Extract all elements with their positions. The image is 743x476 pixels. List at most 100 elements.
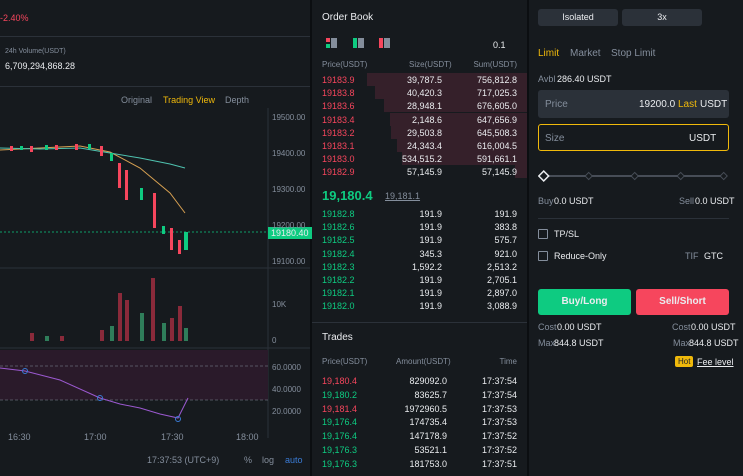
price: 19182.8 (322, 209, 355, 219)
checkbox[interactable] (538, 251, 548, 261)
max-sell: 844.8 USDT (689, 338, 739, 348)
sum: 616,004.5 (476, 141, 517, 151)
trade-price: 19,180.4 (322, 376, 358, 386)
size: 29,503.8 (406, 127, 442, 138)
sum: 756,812.8 (476, 75, 517, 85)
size: 534,515.2 (401, 154, 442, 165)
max-label: Max (538, 338, 556, 348)
sum: 717,025.3 (476, 88, 517, 99)
cost-label: Cost (538, 322, 557, 332)
tif-value[interactable]: GTC (704, 251, 723, 261)
trade-amount: 53521.1 (414, 445, 447, 455)
size: 191.9 (419, 288, 442, 299)
sum: 647,656.9 (476, 114, 517, 125)
trade-time: 17:37:53 (481, 403, 517, 414)
price: 19183.2 (322, 127, 355, 138)
price: 19182.3 (322, 261, 355, 272)
last-button[interactable]: Last (678, 99, 697, 110)
size-input[interactable] (538, 124, 729, 151)
price-input[interactable] (538, 90, 729, 118)
tpsl[interactable]: TP/SL (554, 229, 580, 239)
auto-toggle[interactable]: auto (285, 455, 303, 465)
depth-bar (383, 99, 527, 113)
cost-label: Cost (672, 322, 691, 332)
fee-level[interactable]: Fee level (697, 357, 734, 367)
size: 345.3 (419, 248, 442, 259)
size: 191.9 (419, 275, 442, 285)
size: 57,145.9 (406, 167, 442, 178)
header: Sum(USDT) (473, 60, 517, 69)
sum: 676,605.0 (476, 101, 517, 112)
trade-time: 17:37:52 (481, 431, 517, 442)
trade-amount: 174735.4 (409, 417, 447, 428)
sum: 383.8 (494, 222, 517, 233)
size: 191.9 (419, 209, 442, 219)
chart-canvas (0, 108, 310, 438)
precision[interactable]: 0.1 (493, 40, 506, 50)
order-tab[interactable]: Stop Limit (611, 48, 656, 59)
price: 19182.9 (322, 167, 355, 178)
trade-time: 17:37:53 (481, 417, 517, 428)
trade-price: 19,176.4 (322, 417, 358, 428)
leverage[interactable]: 3x (622, 9, 702, 26)
price: 19183.4 (322, 114, 355, 125)
price: 19182.1 (322, 288, 355, 299)
volume-tick: 0 (272, 336, 277, 345)
price-label: Price (545, 99, 568, 110)
order-book-title: Order Book (322, 12, 374, 23)
trade-time: 17:37:51 (481, 458, 517, 469)
view-icons[interactable] (326, 38, 396, 50)
header: Price(USDT) (322, 357, 368, 366)
buy-button[interactable]: Buy/Long (538, 289, 631, 315)
checkbox[interactable] (538, 229, 548, 239)
sum: 2,897.0 (486, 288, 517, 299)
price-tick: 19400.00 (272, 149, 306, 158)
buy-label: Buy (538, 196, 554, 206)
depth-bar (517, 207, 527, 220)
avbl-value: 286.40 USDT (557, 74, 612, 84)
trade-amount: 147178.9 (409, 431, 447, 442)
depth-bar (401, 152, 527, 166)
percent-toggle[interactable]: % (244, 455, 253, 465)
depth-bar (367, 73, 527, 86)
last-price: 19,180.4 (322, 188, 373, 203)
order-tab[interactable]: Market (570, 48, 601, 59)
chart-tab[interactable]: Original (121, 95, 153, 105)
sum: 2,705.1 (486, 275, 517, 285)
price: 19182.6 (322, 222, 355, 233)
trade-time: 17:37:54 (481, 376, 517, 386)
sell-button[interactable]: Sell/Short (636, 289, 729, 315)
log-toggle[interactable]: log (262, 455, 275, 465)
sell-label: Sell (679, 196, 695, 206)
time-tick: 16:30 (8, 432, 31, 442)
order-tab[interactable]: Limit (538, 48, 560, 59)
chart-tab[interactable]: Trading View (163, 95, 216, 105)
trade-time: 17:37:52 (481, 445, 517, 455)
chart-tab[interactable]: Depth (225, 95, 250, 105)
depth-bar (375, 86, 527, 100)
price: 19183.0 (322, 154, 355, 165)
sum: 921.0 (494, 248, 517, 259)
header: Price(USDT) (322, 60, 368, 69)
size: 2,148.6 (411, 114, 442, 125)
size-unit[interactable]: USDT (689, 133, 717, 144)
sum: 575.7 (494, 235, 517, 246)
trade-amount: 181753.0 (409, 458, 447, 469)
trade-time: 17:37:54 (481, 389, 517, 400)
size-slider[interactable] (538, 170, 730, 182)
time-tick: 17:00 (84, 432, 107, 442)
reduce-only[interactable]: Reduce-Only (554, 251, 607, 261)
tif-label: TIF (685, 251, 699, 261)
header: Amount(USDT) (396, 357, 451, 366)
margin-mode[interactable]: Isolated (538, 9, 618, 26)
size: 39,787.5 (406, 75, 442, 85)
price: 19183.9 (322, 75, 355, 85)
size: 191.9 (419, 301, 442, 312)
volume-value: 6,709,294,868.28 (5, 61, 76, 71)
price: 19182.0 (322, 301, 355, 312)
current-price-tag: 19180.40 (268, 227, 312, 239)
price-tick: 19300.00 (272, 185, 306, 194)
price: 19182.2 (322, 275, 355, 285)
trade-amount: 829092.0 (409, 376, 447, 386)
